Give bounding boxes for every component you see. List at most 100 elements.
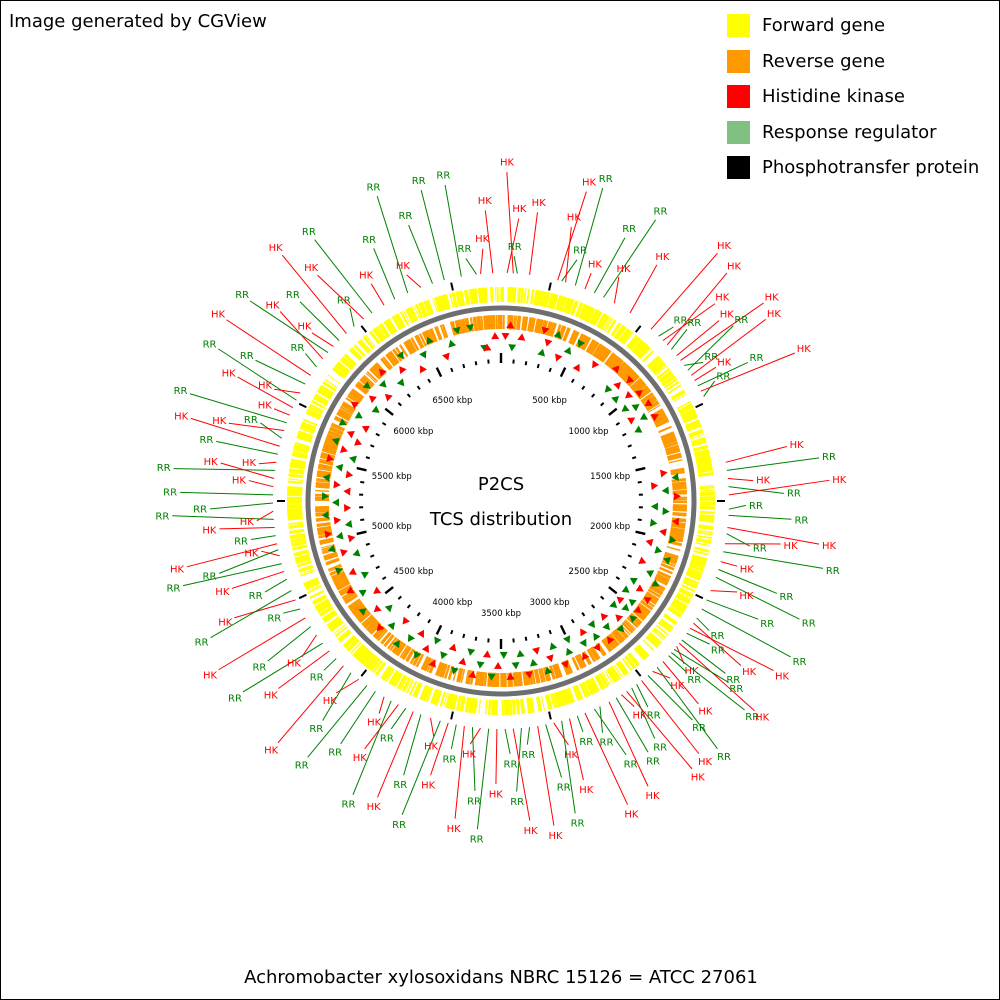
forward-gene-mark — [658, 370, 672, 381]
forward-gene-mark — [337, 629, 350, 641]
forward-gene-mark — [288, 470, 305, 475]
reverse-gene-mark — [320, 543, 335, 549]
reverse-gene-mark — [362, 375, 374, 387]
forward-gene-mark — [449, 694, 455, 710]
feature-leader-line — [305, 353, 317, 368]
rr-label: RR — [750, 353, 764, 364]
forward-gene-mark — [657, 622, 671, 633]
credit-text: Image generated by CGView — [9, 11, 267, 32]
forward-gene-mark — [585, 680, 594, 695]
reverse-gene-mark — [341, 404, 354, 414]
legend-item-forward-gene: Forward gene — [727, 8, 979, 44]
forward-gene-mark — [394, 673, 404, 688]
forward-gene-mark — [319, 605, 334, 617]
hk-label: HK — [567, 213, 582, 224]
feature-leader-line — [299, 301, 340, 341]
forward-gene-mark — [574, 685, 581, 700]
rr-marker — [358, 608, 367, 616]
forward-gene-mark — [540, 695, 546, 711]
feature-leader-line — [476, 728, 490, 830]
reverse-gene-mark — [342, 401, 356, 411]
reverse-gene-mark — [460, 668, 466, 683]
forward-gene-mark — [344, 636, 357, 649]
rr-marker — [451, 666, 459, 675]
hk-label: HK — [691, 773, 706, 784]
forward-gene-mark — [697, 531, 713, 536]
rr-label: RR — [199, 435, 213, 446]
reverse-gene-mark — [363, 374, 375, 386]
forward-gene-mark — [567, 687, 575, 703]
rr-label: RR — [235, 290, 249, 301]
scale-label: 4000 kbp — [432, 598, 472, 608]
hk-marker — [506, 321, 515, 329]
hk-label: HK — [170, 564, 185, 575]
forward-gene-mark — [559, 690, 567, 706]
forward-gene-mark — [342, 634, 356, 647]
forward-gene-mark — [596, 313, 606, 328]
forward-gene-mark — [699, 486, 715, 490]
forward-gene-mark — [471, 288, 477, 304]
forward-gene-mark — [390, 671, 401, 686]
rr-label: RR — [342, 799, 356, 810]
hk-marker — [625, 390, 633, 399]
hk-label: HK — [740, 564, 755, 575]
rr-label: RR — [252, 662, 266, 673]
rr-label: RR — [504, 759, 518, 770]
legend-label: Phosphotransfer protein — [762, 157, 980, 179]
reverse-gene-mark — [350, 391, 363, 401]
major-tick — [608, 586, 618, 595]
reverse-gene-mark — [602, 350, 612, 363]
feature-leader-line — [311, 332, 334, 347]
forward-gene-mark — [572, 301, 579, 316]
reverse-gene-mark — [492, 315, 496, 330]
forward-gene-mark — [289, 464, 305, 470]
forward-gene-mark — [589, 678, 599, 693]
reverse-gene-mark — [577, 654, 586, 668]
rr-label: RR — [228, 693, 242, 704]
reverse-gene-mark — [609, 633, 620, 646]
feature-leader-line — [248, 480, 274, 488]
forward-gene-mark — [699, 514, 715, 518]
rr-marker — [511, 661, 520, 670]
reverse-gene-mark — [386, 352, 398, 366]
reverse-gene-mark — [653, 414, 668, 424]
feature-leader-line — [561, 259, 578, 282]
rr-marker — [378, 379, 387, 388]
forward-gene-mark — [287, 517, 303, 521]
reverse-gene-mark — [383, 356, 393, 368]
forward-gene-mark — [642, 350, 655, 363]
feature-leader-line — [670, 329, 688, 350]
reverse-gene-mark — [649, 585, 663, 596]
hk-label: HK — [579, 785, 594, 796]
hk-marker — [517, 333, 526, 341]
forward-gene-mark — [290, 458, 306, 465]
forward-gene-mark — [296, 559, 311, 565]
hk-label: HK — [684, 666, 699, 677]
rr-marker — [649, 518, 658, 527]
rr-label: RR — [155, 512, 169, 523]
reverse-gene-mark — [528, 317, 533, 332]
reverse-gene-mark — [359, 612, 372, 623]
forward-gene-mark — [328, 619, 343, 631]
hk-label: HK — [500, 158, 515, 169]
forward-gene-mark — [598, 314, 607, 328]
reverse-gene-mark — [322, 446, 337, 453]
forward-gene-mark — [381, 665, 392, 680]
forward-gene-mark — [546, 292, 551, 308]
forward-gene-mark — [293, 447, 309, 454]
reverse-gene-mark — [341, 402, 356, 413]
forward-gene-mark — [421, 301, 429, 317]
forward-gene-mark — [664, 614, 678, 624]
forward-gene-mark — [398, 675, 408, 691]
forward-gene-mark — [512, 699, 514, 715]
forward-gene-mark — [301, 421, 317, 430]
reverse-gene-mark — [315, 509, 330, 513]
forward-gene-mark — [576, 303, 584, 318]
forward-gene-mark — [692, 554, 708, 560]
legend-item-response-regulator: Response regulator — [727, 115, 979, 151]
reverse-gene-mark — [660, 432, 675, 440]
forward-gene-mark — [386, 319, 397, 334]
forward-gene-mark — [447, 693, 454, 709]
rr-label: RR — [573, 246, 587, 257]
forward-gene-mark — [299, 568, 315, 575]
